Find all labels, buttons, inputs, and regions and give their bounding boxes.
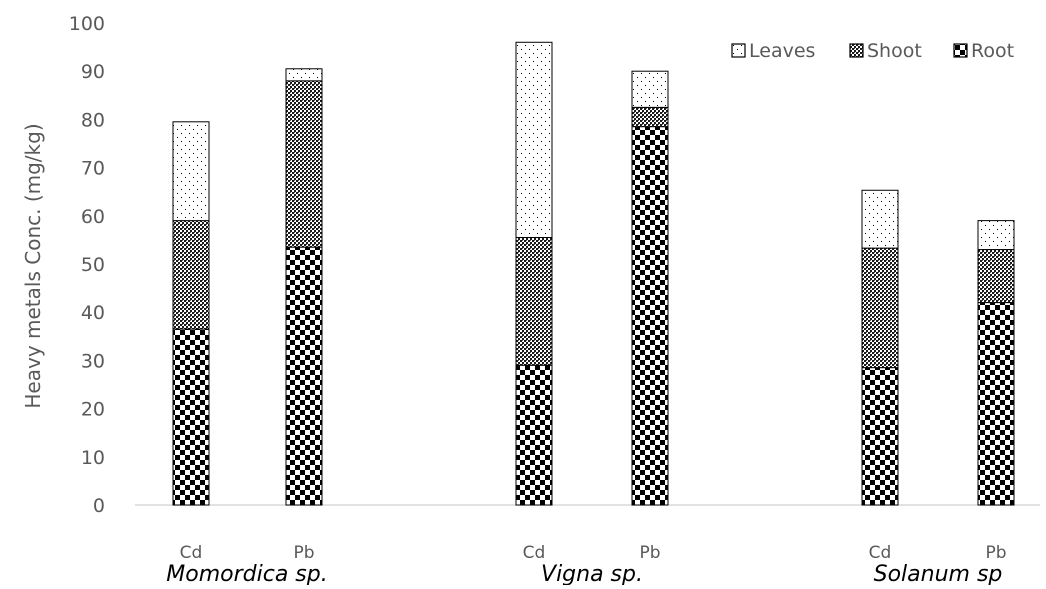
bar-segment-shoot-cd — [515, 236, 553, 366]
bar-segment-shoot-pb — [977, 249, 1015, 304]
bar-segment-leaves-cd — [172, 121, 210, 222]
bar-segment-root-cd — [172, 328, 210, 506]
bar-segment-leaves-pb — [977, 220, 1015, 251]
x-tick-label: Cd — [869, 543, 892, 563]
y-tick-label: 80 — [81, 109, 105, 131]
y-axis-title: Heavy metals Conc. (mg/kg) — [21, 123, 45, 408]
legend-swatch-root — [953, 43, 968, 58]
y-tick-label: 70 — [81, 158, 105, 180]
bar-segment-root-cd — [515, 364, 553, 506]
y-tick-label: 20 — [81, 399, 105, 421]
labels: 0 10 20 30 40 50 60 70 80 90 100 Heavy metals Conc.… — [21, 13, 1007, 587]
bar-segment-leaves-cd — [861, 189, 899, 249]
x-tick-label: Pb — [985, 543, 1006, 563]
bar-segment-leaves-pb — [285, 68, 323, 82]
legend-label-shoot: Shoot — [867, 40, 922, 62]
legend-label-leaves: Leaves — [749, 40, 815, 62]
y-tick-label: 30 — [81, 350, 105, 372]
legend: Leaves Shoot Root — [731, 40, 1014, 62]
bar-segment-shoot-pb — [631, 106, 669, 128]
bar-segment-root-pb — [285, 246, 323, 506]
bar-segment-root-pb — [977, 302, 1015, 506]
y-tick-label: 0 — [93, 495, 105, 517]
bar-segment-shoot-cd — [172, 220, 210, 330]
bar-segment-leaves-cd — [515, 41, 553, 238]
x-tick-label: Cd — [523, 543, 546, 563]
y-tick-label: 100 — [69, 13, 105, 35]
group-label-solanum-sp: Solanum sp — [874, 562, 1003, 585]
legend-swatch-shoot — [849, 43, 864, 58]
bar-segment-leaves-pb — [631, 70, 669, 108]
x-tick-label: Pb — [639, 543, 660, 563]
bars — [172, 41, 1015, 506]
x-tick-label: Cd — [180, 543, 203, 563]
group-label-momordica-sp: Momordica sp. — [166, 562, 327, 585]
bar-segment-root-pb — [631, 126, 669, 506]
y-tick-label: 10 — [81, 447, 105, 469]
y-tick-label: 90 — [81, 61, 105, 83]
y-tick-label: 40 — [81, 302, 105, 324]
bar-segment-shoot-cd — [861, 247, 899, 369]
y-tick-label: 50 — [81, 254, 105, 276]
bar-segment-shoot-pb — [285, 80, 323, 248]
legend-label-root: Root — [971, 40, 1014, 62]
group-label-vigna-sp: Vigna sp. — [541, 562, 643, 585]
x-tick-label: Pb — [293, 543, 314, 563]
bar-segment-root-cd — [861, 367, 899, 506]
legend-swatch-leaves — [731, 43, 746, 58]
y-tick-label: 60 — [81, 206, 105, 228]
